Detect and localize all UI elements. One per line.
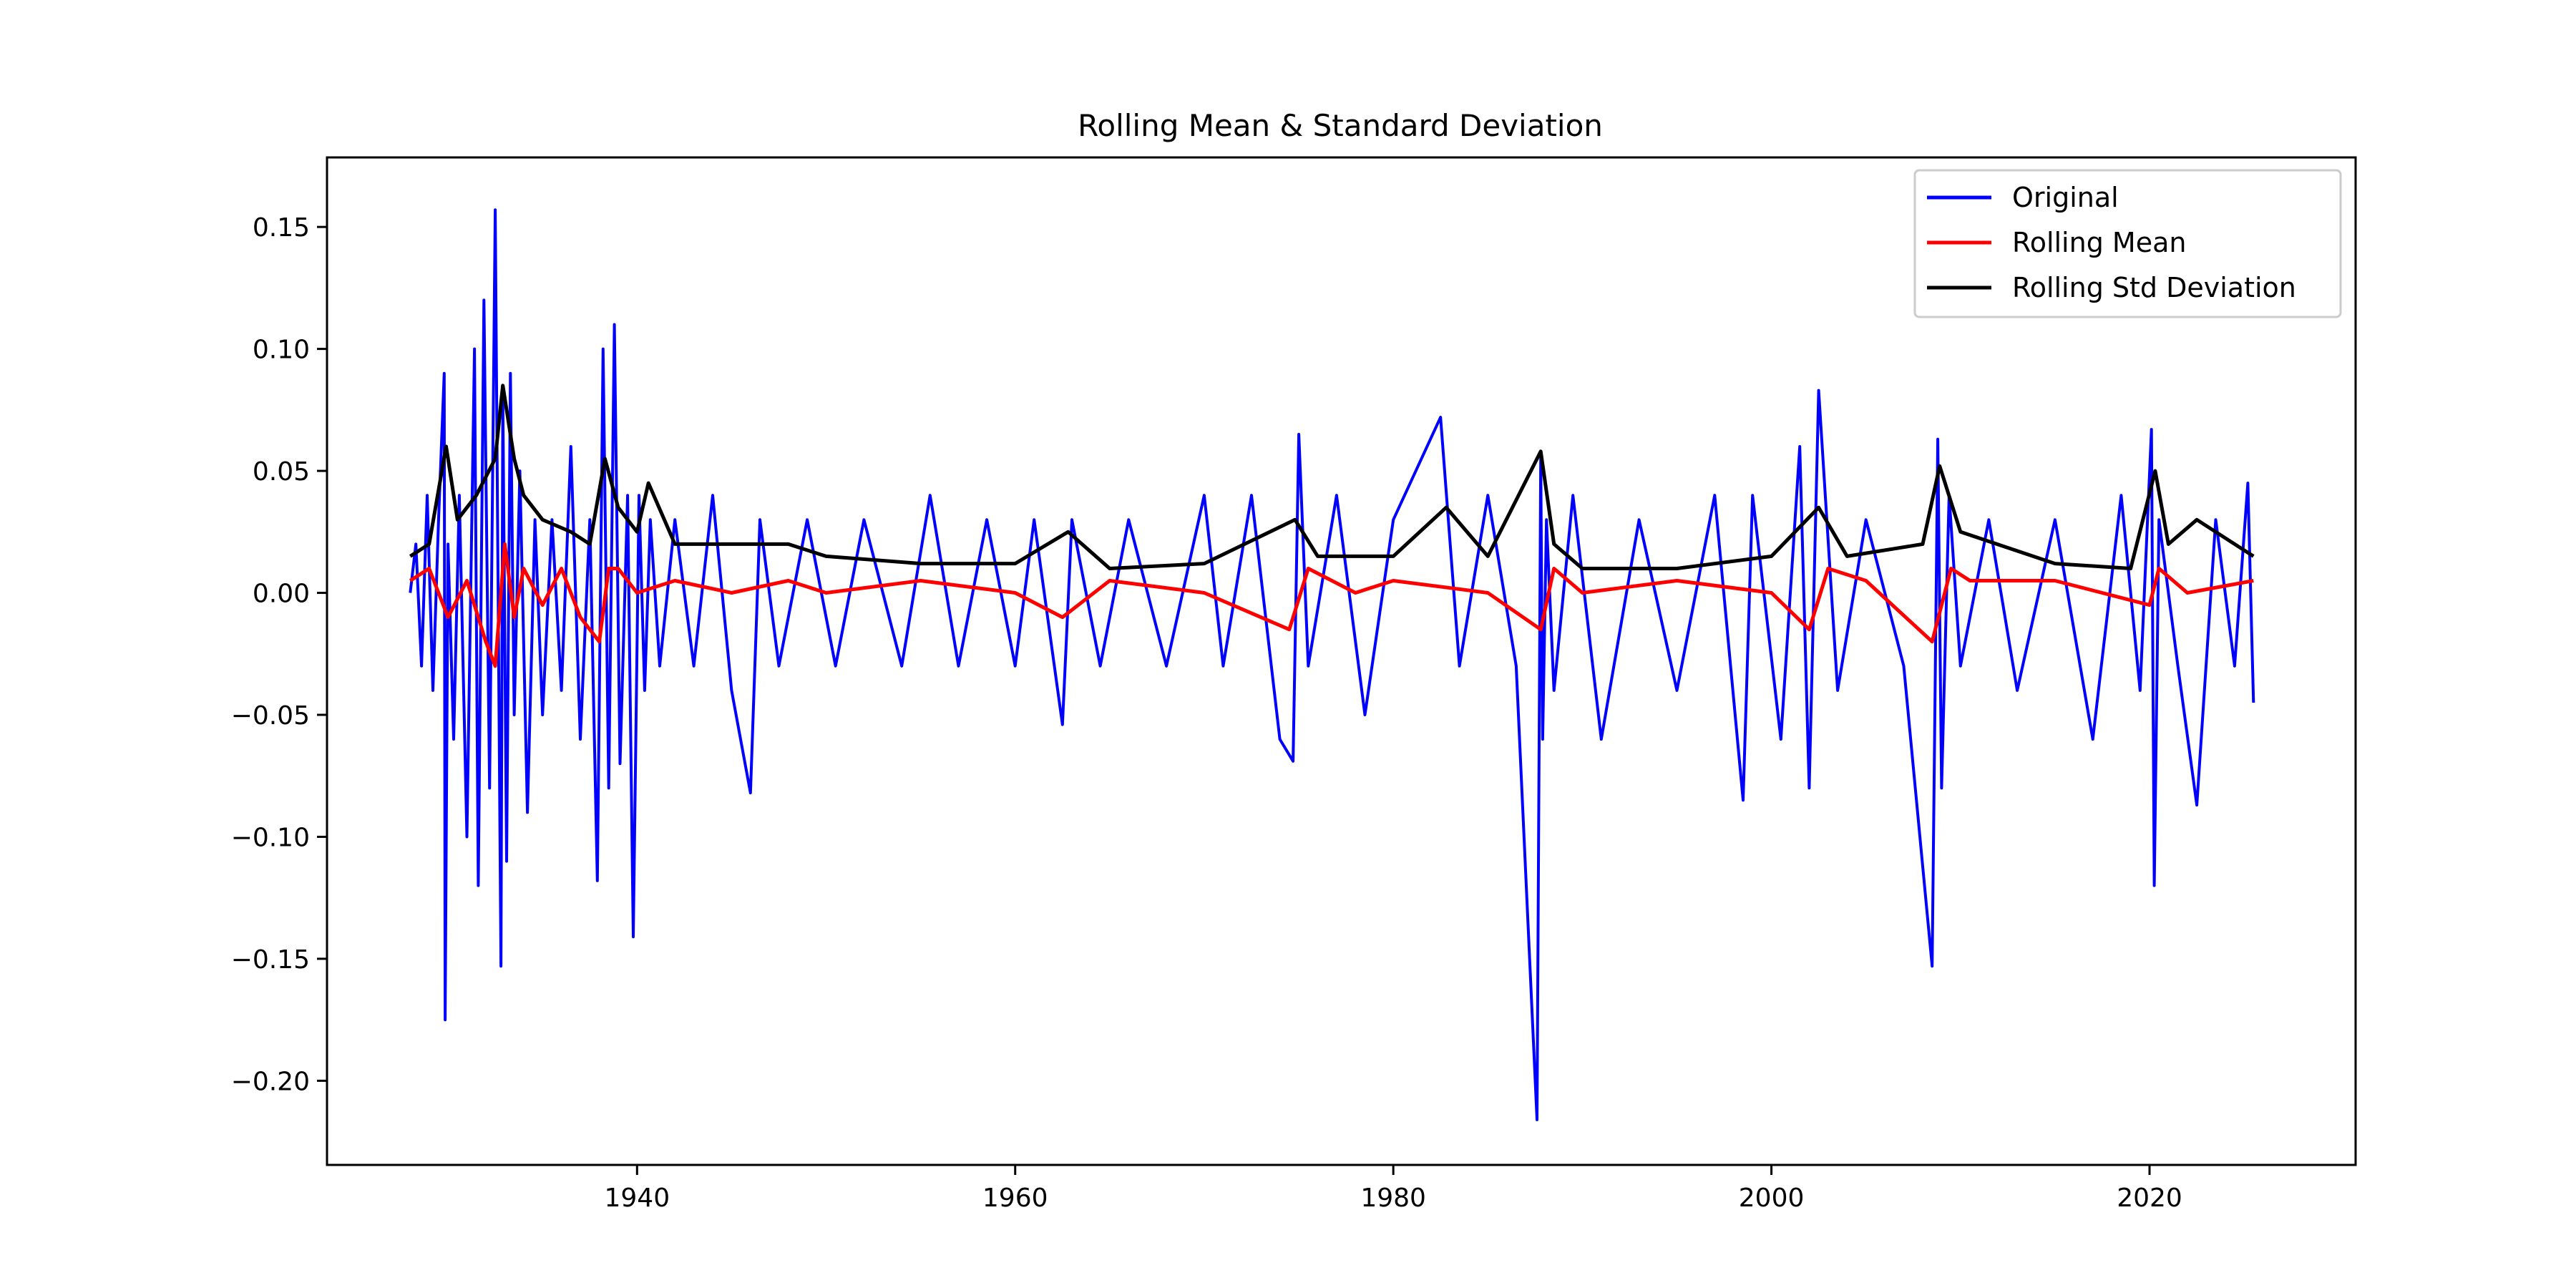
- legend-label-rolling-std: Rolling Std Deviation: [2012, 272, 2296, 303]
- y-tick-label: 0.05: [253, 457, 310, 487]
- x-tick-label: 1980: [1360, 1184, 1426, 1213]
- legend-box: [1913, 169, 2342, 318]
- y-tick-label: −0.15: [231, 945, 310, 975]
- y-tick-label: −0.20: [231, 1067, 310, 1096]
- y-tick-label: 0.00: [253, 580, 310, 609]
- series-line-original: [409, 208, 2255, 1121]
- x-tick-label: 1960: [982, 1184, 1048, 1213]
- y-tick-label: −0.10: [231, 823, 310, 852]
- x-axis: 1940 1960 1980 2000 2020: [604, 1165, 2182, 1213]
- legend-label-rolling-mean: Rolling Mean: [2012, 227, 2186, 258]
- legend: Original Rolling Mean Rolling Std Deviat…: [1913, 169, 2342, 318]
- legend-label-original: Original: [2012, 182, 2119, 213]
- chart-title: Rolling Mean & Standard Deviation: [1078, 108, 1603, 143]
- series-layer: [409, 208, 2255, 1121]
- x-tick-label: 1940: [604, 1184, 670, 1213]
- x-tick-label: 2000: [1739, 1184, 1805, 1213]
- plot-frame: [326, 156, 2357, 1166]
- y-tick-label: −0.05: [231, 701, 310, 731]
- y-axis: 0.15 0.10 0.05 0.00 −0.05 −0.10 −0.15 −0.20: [231, 213, 327, 1096]
- series-line-rolling-std: [409, 384, 2255, 570]
- y-tick-label: 0.10: [253, 336, 310, 365]
- x-tick-label: 2020: [2117, 1184, 2182, 1213]
- y-tick-label: 0.15: [253, 213, 310, 243]
- series-line-rolling-mean: [409, 542, 2254, 668]
